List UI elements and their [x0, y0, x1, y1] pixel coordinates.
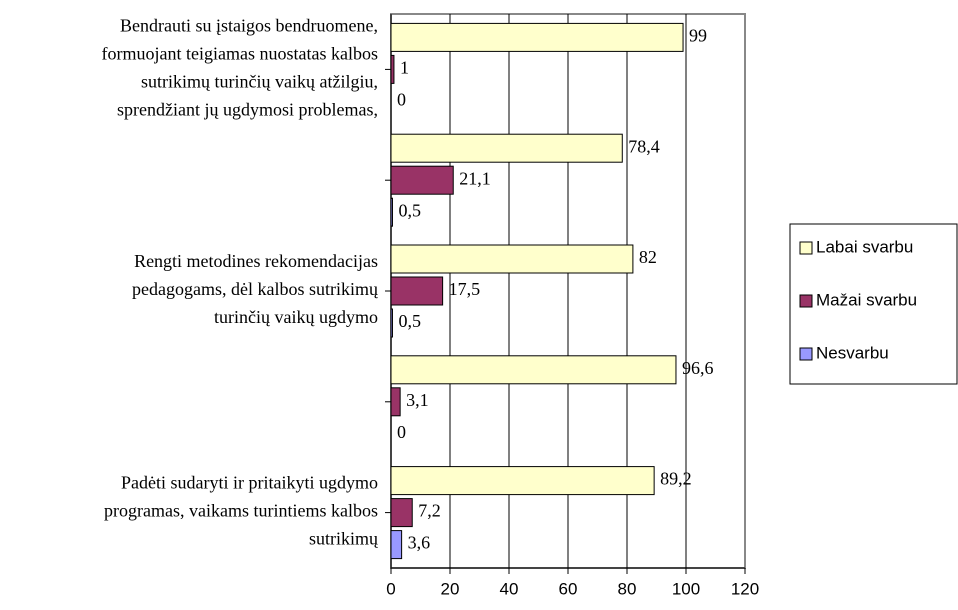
category-label: pedagogams, dėl kalbos sutrikimų: [132, 279, 379, 299]
bar: [390, 133, 623, 163]
value-label: 21,1: [459, 168, 491, 188]
bar: [390, 54, 395, 84]
x-tick-label: 0: [386, 579, 395, 598]
legend-swatch: [799, 241, 813, 255]
bar: [390, 197, 393, 227]
x-tick-label: 40: [500, 579, 519, 598]
value-label: 0: [397, 90, 406, 110]
legend-swatch: [799, 294, 813, 308]
category-label: sprendžiant jų ugdymosi problemas,: [117, 100, 378, 120]
category-label: programas, vaikams turintiems kalbos: [104, 501, 378, 521]
category-label: Bendrauti su įstaigos bendruomene,: [120, 16, 378, 36]
legend-label: Labai svarbu: [816, 237, 913, 256]
value-label: 7,2: [418, 501, 441, 521]
x-tick-label: 120: [731, 579, 759, 598]
bar: [390, 498, 413, 528]
category-label: Rengti metodines rekomendacijas: [134, 251, 378, 271]
bar: [390, 355, 677, 385]
category-label: Padėti sudaryti ir pritaikyti ugdymo: [121, 473, 378, 493]
x-tick-label: 80: [618, 579, 637, 598]
value-label: 0: [397, 422, 406, 442]
value-label: 3,1: [406, 390, 429, 410]
value-label: 89,2: [660, 469, 692, 489]
value-label: 1: [400, 58, 409, 78]
category-label: formuojant teigiamas nuostatas kalbos: [102, 44, 378, 64]
value-label: 0,5: [398, 200, 421, 220]
value-label: 82: [639, 247, 657, 267]
value-label: 99: [689, 26, 707, 46]
bar: [390, 244, 634, 274]
legend-label: Mažai svarbu: [816, 290, 917, 309]
bar: [390, 276, 444, 306]
bar: [390, 22, 684, 52]
value-label: 3,6: [408, 533, 431, 553]
bar: [390, 530, 403, 560]
value-label: 17,5: [449, 279, 481, 299]
bar: [390, 466, 655, 496]
value-label: 96,6: [682, 358, 714, 378]
legend-swatch: [799, 347, 813, 361]
value-label: 78,4: [628, 136, 660, 156]
bar: [390, 308, 393, 338]
x-tick-label: 100: [672, 579, 700, 598]
category-label: turinčių vaikų ugdymo: [214, 307, 378, 327]
bar: [390, 387, 401, 417]
value-label: 0,5: [398, 311, 421, 331]
legend-box: [789, 223, 958, 385]
x-tick-label: 20: [441, 579, 460, 598]
category-label: sutrikimų: [309, 529, 379, 549]
x-tick-label: 60: [559, 579, 578, 598]
category-label: sutrikimų turinčių vaikų atžilgiu,: [141, 72, 378, 92]
bar: [390, 165, 454, 195]
legend-label: Nesvarbu: [816, 343, 889, 362]
